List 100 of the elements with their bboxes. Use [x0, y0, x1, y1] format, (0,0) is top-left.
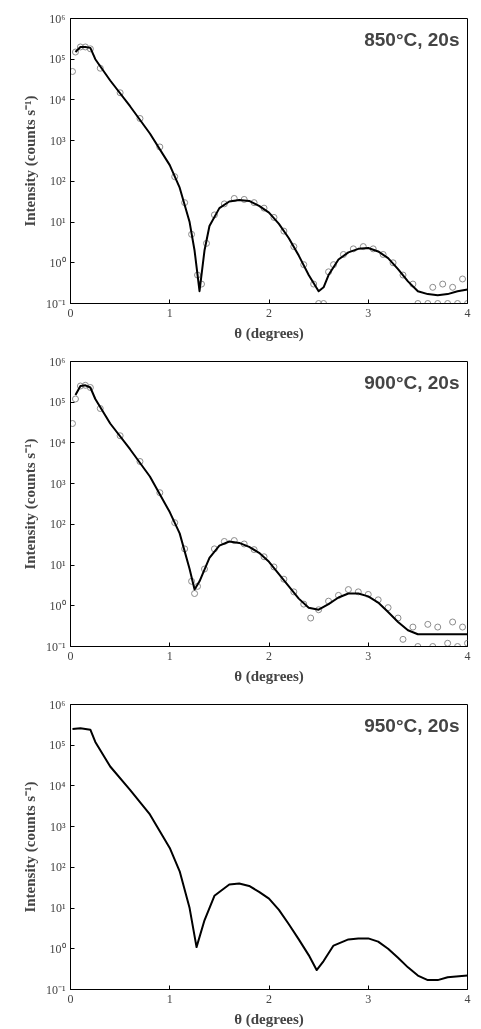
point: [156, 489, 164, 497]
point: [240, 195, 248, 203]
point: [81, 381, 89, 389]
x-tick-label: 4: [464, 305, 471, 320]
point: [86, 383, 94, 391]
point: [459, 275, 467, 283]
point: [344, 586, 352, 594]
x-tick-label: 0: [67, 991, 74, 1006]
point: [171, 519, 179, 527]
point: [369, 245, 377, 253]
point: [349, 245, 357, 253]
point: [330, 261, 338, 269]
y-tick-label: 10⁻¹: [45, 982, 66, 997]
point: [86, 45, 94, 53]
y-tick-label: 10⁵: [49, 52, 66, 67]
point: [220, 537, 228, 545]
x-tick-label: 0: [67, 648, 74, 663]
x-tick-label: 3: [365, 991, 372, 1006]
x-tick-label: 4: [464, 991, 471, 1006]
point: [116, 432, 124, 440]
point: [181, 199, 189, 207]
point: [384, 604, 392, 612]
point: [439, 280, 447, 288]
point: [449, 618, 457, 626]
y-tick-label: 10⁶: [49, 697, 66, 712]
point: [354, 588, 362, 596]
x-tick-label: 3: [365, 305, 372, 320]
y-tick-label: 10⁴: [49, 778, 66, 793]
point: [300, 261, 308, 269]
point: [136, 458, 144, 465]
y-tick-label: 10⁻¹: [45, 296, 66, 311]
point: [315, 606, 323, 614]
point: [76, 43, 84, 51]
point: [71, 395, 79, 403]
point: [181, 545, 189, 553]
point: [70, 420, 76, 427]
y-tick-label: 10³: [49, 476, 66, 491]
point: [434, 623, 442, 631]
point: [409, 280, 417, 288]
y-tick-label: 10¹: [49, 215, 66, 230]
x-tick-label: 2: [266, 991, 272, 1006]
point: [399, 635, 407, 643]
y-tick-label: 10⁵: [49, 738, 66, 753]
point: [230, 537, 238, 545]
point: [230, 194, 238, 202]
point: [310, 280, 318, 288]
point: [194, 271, 202, 279]
point: [394, 614, 402, 622]
annotation: 850°C, 20s: [364, 28, 460, 50]
point: [449, 283, 457, 291]
point: [191, 590, 199, 598]
point: [260, 204, 268, 212]
point: [409, 623, 417, 631]
y-axis-title: Intensity (counts s⁻¹): [21, 95, 39, 227]
point: [156, 143, 164, 151]
x-tick-label: 1: [166, 305, 173, 320]
y-tick-label: 10³: [49, 819, 66, 834]
point: [339, 250, 347, 258]
y-tick-label: 10⁶: [49, 354, 66, 369]
point: [202, 239, 210, 247]
point: [81, 43, 89, 51]
y-tick-label: 10²: [49, 517, 66, 532]
annotation: 950°C, 20s: [364, 714, 460, 736]
point: [188, 577, 196, 585]
y-tick-label: 10⁰: [49, 598, 66, 613]
x-tick-label: 2: [266, 648, 272, 663]
point: [290, 243, 298, 251]
y-tick-label: 10⁻¹: [45, 639, 66, 654]
x-axis-title: θ (degrees): [234, 1010, 304, 1028]
point: [399, 271, 407, 279]
x-axis-title: θ (degrees): [234, 667, 304, 685]
y-tick-label: 10¹: [49, 901, 66, 916]
y-tick-label: 10³: [49, 133, 66, 148]
point: [240, 540, 248, 548]
y-tick-label: 10⁵: [49, 395, 66, 410]
point: [444, 639, 452, 647]
annotation: 900°C, 20s: [364, 371, 460, 393]
point: [70, 67, 76, 75]
point: [290, 588, 298, 596]
x-axis-title: θ (degrees): [234, 324, 304, 342]
x-tick-label: 0: [67, 305, 74, 320]
point: [424, 620, 432, 628]
point: [136, 115, 144, 122]
point: [389, 259, 397, 267]
point: [270, 563, 278, 571]
y-tick-label: 10²: [49, 174, 66, 189]
point: [188, 230, 196, 238]
point: [116, 89, 124, 97]
y-tick-label: 10⁰: [49, 941, 66, 956]
point: [334, 591, 342, 599]
y-tick-label: 10⁴: [49, 92, 66, 107]
point: [210, 545, 218, 553]
point: [300, 600, 308, 608]
point: [270, 213, 278, 221]
x-tick-label: 4: [464, 648, 471, 663]
x-tick-label: 1: [166, 991, 173, 1006]
point: [260, 553, 268, 561]
y-tick-label: 10⁴: [49, 435, 66, 450]
point: [96, 405, 104, 413]
point: [171, 173, 179, 181]
